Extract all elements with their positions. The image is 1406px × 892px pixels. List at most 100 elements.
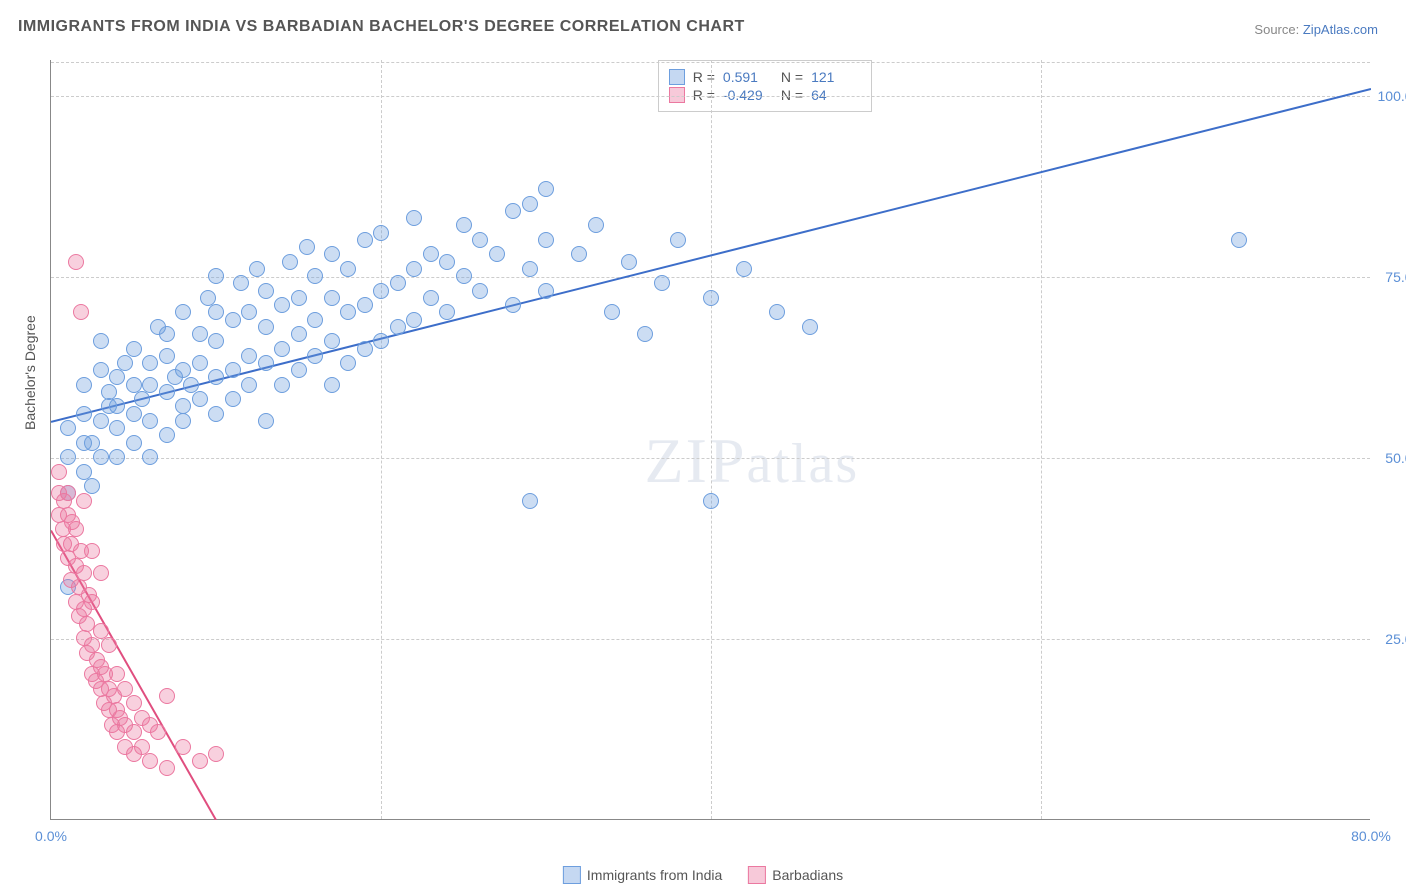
scatter-point	[76, 377, 92, 393]
scatter-point	[1231, 232, 1247, 248]
stats-row-series-b: R = -0.429 N = 64	[669, 87, 861, 103]
scatter-point	[93, 413, 109, 429]
scatter-point	[84, 594, 100, 610]
scatter-point	[456, 217, 472, 233]
legend-bottom: Immigrants from India Barbadians	[563, 866, 843, 884]
scatter-point	[117, 355, 133, 371]
swatch-icon	[669, 69, 685, 85]
gridline-v	[711, 60, 712, 819]
scatter-point	[76, 406, 92, 422]
chart-title: IMMIGRANTS FROM INDIA VS BARBADIAN BACHE…	[18, 18, 745, 36]
scatter-point	[324, 246, 340, 262]
scatter-point	[134, 739, 150, 755]
scatter-point	[225, 391, 241, 407]
x-tick-label: 80.0%	[1351, 828, 1391, 844]
scatter-point	[76, 565, 92, 581]
scatter-point	[159, 427, 175, 443]
scatter-point	[802, 319, 818, 335]
scatter-point	[208, 268, 224, 284]
scatter-point	[373, 283, 389, 299]
scatter-point	[588, 217, 604, 233]
scatter-point	[489, 246, 505, 262]
scatter-point	[340, 355, 356, 371]
scatter-point	[159, 688, 175, 704]
scatter-point	[192, 326, 208, 342]
scatter-point	[324, 377, 340, 393]
scatter-point	[68, 521, 84, 537]
swatch-icon	[563, 866, 581, 884]
scatter-point	[142, 753, 158, 769]
scatter-point	[93, 449, 109, 465]
scatter-point	[390, 275, 406, 291]
scatter-point	[282, 254, 298, 270]
scatter-point	[208, 333, 224, 349]
scatter-point	[769, 304, 785, 320]
scatter-point	[505, 203, 521, 219]
scatter-point	[390, 319, 406, 335]
stats-row-series-a: R = 0.591 N = 121	[669, 69, 861, 85]
scatter-point	[150, 724, 166, 740]
gridline-v	[1041, 60, 1042, 819]
scatter-point	[439, 254, 455, 270]
scatter-point	[117, 681, 133, 697]
scatter-point	[126, 724, 142, 740]
r-value-b: -0.429	[723, 87, 773, 103]
scatter-point	[142, 377, 158, 393]
scatter-point	[142, 355, 158, 371]
scatter-point	[357, 341, 373, 357]
y-tick-label: 50.0%	[1385, 450, 1406, 466]
scatter-point	[357, 232, 373, 248]
scatter-point	[274, 341, 290, 357]
scatter-point	[84, 543, 100, 559]
stats-legend-box: R = 0.591 N = 121 R = -0.429 N = 64	[658, 60, 872, 112]
scatter-point	[637, 326, 653, 342]
scatter-point	[183, 377, 199, 393]
source-link[interactable]: ZipAtlas.com	[1303, 22, 1378, 37]
scatter-point	[373, 225, 389, 241]
scatter-point	[258, 355, 274, 371]
y-tick-label: 100.0%	[1378, 88, 1406, 104]
scatter-point	[134, 391, 150, 407]
scatter-point	[274, 297, 290, 313]
scatter-point	[324, 333, 340, 349]
scatter-point	[73, 304, 89, 320]
scatter-point	[225, 312, 241, 328]
scatter-point	[654, 275, 670, 291]
swatch-icon	[669, 87, 685, 103]
scatter-point	[571, 246, 587, 262]
scatter-point	[538, 232, 554, 248]
legend-label-b: Barbadians	[772, 867, 843, 883]
scatter-point	[175, 362, 191, 378]
scatter-point	[175, 739, 191, 755]
scatter-point	[241, 304, 257, 320]
scatter-point	[109, 666, 125, 682]
scatter-point	[93, 565, 109, 581]
scatter-point	[324, 290, 340, 306]
scatter-point	[101, 384, 117, 400]
scatter-point	[736, 261, 752, 277]
scatter-point	[373, 333, 389, 349]
scatter-point	[505, 297, 521, 313]
scatter-point	[299, 239, 315, 255]
gridline-v	[381, 60, 382, 819]
scatter-point	[307, 268, 323, 284]
scatter-point	[225, 362, 241, 378]
scatter-point	[109, 369, 125, 385]
scatter-point	[423, 246, 439, 262]
scatter-point	[126, 341, 142, 357]
scatter-point	[703, 493, 719, 509]
scatter-point	[258, 319, 274, 335]
scatter-point	[126, 406, 142, 422]
scatter-point	[159, 326, 175, 342]
scatter-point	[340, 261, 356, 277]
source-label: Source:	[1254, 22, 1299, 37]
scatter-point	[621, 254, 637, 270]
scatter-point	[233, 275, 249, 291]
scatter-point	[60, 449, 76, 465]
scatter-point	[60, 420, 76, 436]
scatter-point	[93, 333, 109, 349]
scatter-point	[241, 377, 257, 393]
scatter-point	[84, 478, 100, 494]
scatter-point	[291, 290, 307, 306]
scatter-point	[340, 304, 356, 320]
